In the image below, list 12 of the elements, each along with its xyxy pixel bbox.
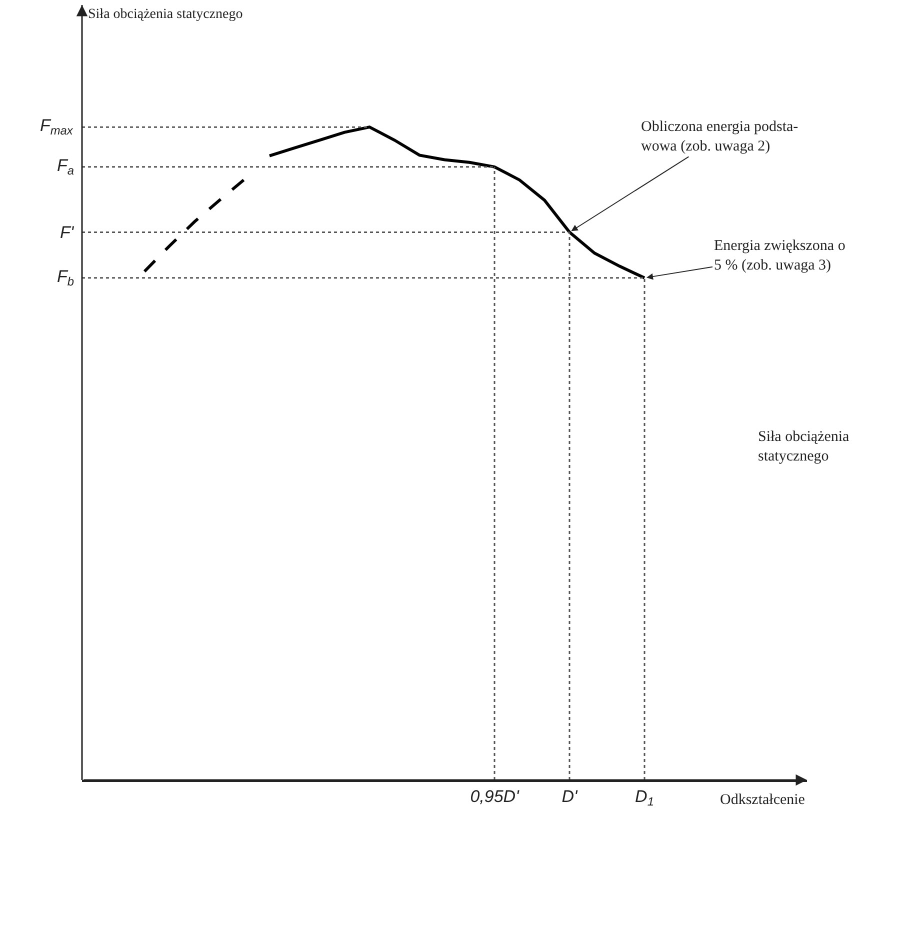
annotation: Obliczona energia podsta- wowa (zob. uwaga 2): [641, 119, 798, 154]
x-tick-label: D$_{1}$: [635, 787, 654, 809]
annotation: Energia zwiększona o 5 % (zob. uwaga 3): [714, 238, 846, 274]
ref-line-label: F': [60, 223, 74, 242]
ref-line-label: F$_{b}$: [57, 267, 74, 289]
x-tick-label: D': [562, 787, 578, 806]
ref-line-label: F$_{a}$: [57, 156, 74, 178]
y-axis-title: Siła obciążenia statycznego: [758, 429, 850, 464]
text: Siła obciążenia statycznego: [88, 7, 243, 22]
x-tick-label: 0,95D': [470, 787, 520, 806]
x-axis-title: Odkształcenie: [720, 792, 806, 808]
ref-line-label: F$_{max}$: [40, 116, 74, 138]
